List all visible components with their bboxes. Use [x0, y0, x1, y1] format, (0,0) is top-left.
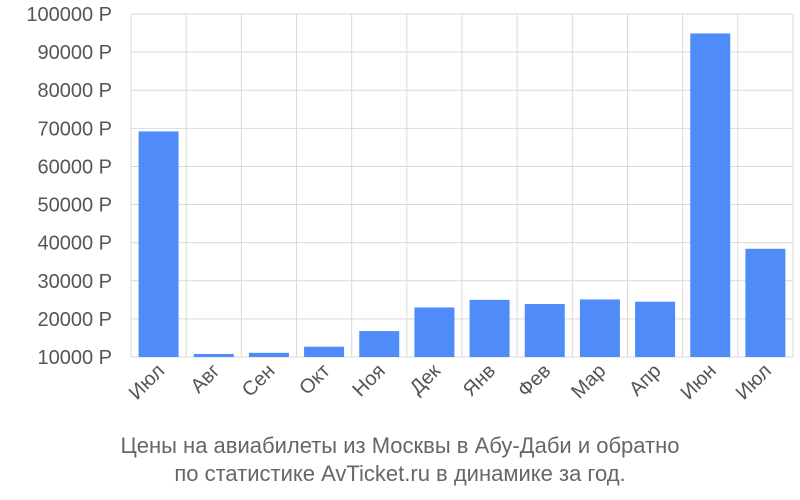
y-tick-label: 90000 Р	[37, 42, 112, 64]
bar	[304, 346, 345, 357]
bar	[745, 248, 786, 357]
x-tick-label: Авг	[187, 360, 225, 398]
y-tick-label: 30000 Р	[37, 271, 112, 293]
bar	[690, 33, 731, 357]
bar	[193, 353, 234, 357]
x-tick-label: Окт	[295, 360, 334, 399]
x-tick-label: Янв	[459, 360, 500, 401]
x-tick-label: Мар	[567, 360, 610, 403]
chart-caption-line-1: Цены на авиабилеты из Москвы в Абу-Даби …	[120, 433, 680, 458]
bar	[359, 331, 400, 357]
bar	[579, 299, 620, 357]
x-tick-label: Июл	[125, 360, 169, 404]
bar	[138, 131, 179, 357]
y-axis-labels: 10000 Р 20000 Р 30000 Р 40000 Р 50000 Р 60000…	[26, 4, 112, 369]
bar	[248, 352, 289, 357]
y-tick-label: 50000 Р	[37, 195, 112, 217]
x-axis-labels: Июл Авг Сен Окт Ноя Дек Янв Фев Мар Апр Июн Июл	[125, 360, 776, 404]
y-tick-label: 20000 Р	[37, 309, 112, 331]
x-tick-label: Июн	[677, 360, 721, 404]
grid	[130, 13, 794, 358]
chart-caption-line-2: по статистике AvTicket.ru в динамике за …	[174, 461, 626, 486]
y-tick-label: 100000 Р	[26, 4, 112, 26]
y-tick-label: 10000 Р	[37, 347, 112, 369]
x-tick-label: Дек	[406, 360, 445, 399]
y-tick-label: 80000 Р	[37, 80, 112, 102]
x-tick-label: Ноя	[348, 360, 389, 401]
y-tick-label: 70000 Р	[37, 118, 112, 140]
x-tick-label: Сен	[238, 360, 279, 401]
x-tick-label: Апр	[625, 360, 666, 401]
bar	[414, 307, 455, 357]
x-tick-label: Июл	[732, 360, 776, 404]
bar	[635, 301, 676, 357]
bars	[138, 33, 786, 357]
x-tick-label: Фев	[514, 360, 556, 402]
y-tick-label: 60000 Р	[37, 156, 112, 178]
bar	[469, 299, 510, 357]
y-tick-label: 40000 Р	[37, 233, 112, 255]
bar	[524, 304, 565, 357]
